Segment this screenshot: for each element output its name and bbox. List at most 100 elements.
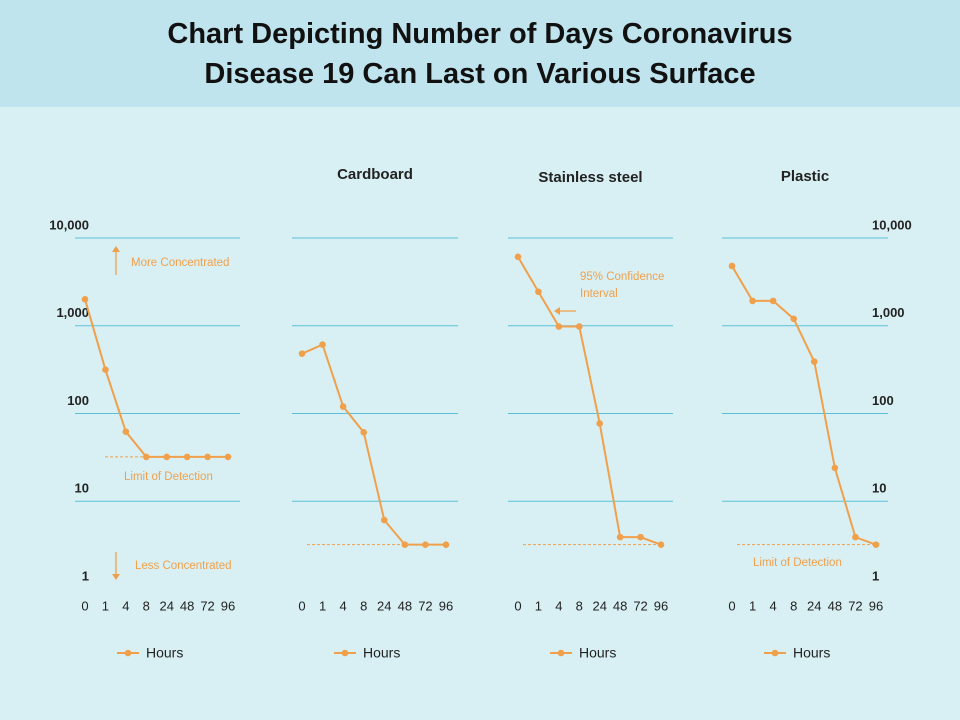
arrow-head bbox=[112, 246, 120, 252]
y-tick-label: 100 bbox=[67, 393, 89, 408]
x-tick-label: 4 bbox=[770, 598, 777, 613]
point bbox=[204, 453, 211, 461]
y-tick-label: 100 bbox=[872, 393, 894, 408]
x-tick-label: 96 bbox=[869, 598, 883, 613]
x-tick-label: 24 bbox=[592, 598, 606, 613]
point bbox=[831, 464, 839, 472]
x-tick-label: 96 bbox=[654, 598, 668, 613]
annotation: Limit of Detection bbox=[124, 471, 213, 483]
x-tick-label: 1 bbox=[749, 598, 756, 613]
legend-label: Hours bbox=[793, 645, 830, 661]
point bbox=[790, 315, 798, 323]
x-tick-label: 0 bbox=[81, 598, 88, 613]
y-tick-label: 1 bbox=[82, 568, 89, 583]
point bbox=[102, 366, 109, 373]
point bbox=[163, 453, 171, 461]
point bbox=[224, 453, 232, 461]
panel-title: Plastic bbox=[781, 168, 829, 185]
legend-label: Hours bbox=[363, 645, 400, 661]
x-tick-label: 96 bbox=[221, 598, 235, 613]
x-tick-label: 4 bbox=[122, 598, 129, 613]
x-tick-label: 0 bbox=[298, 598, 305, 613]
point bbox=[422, 541, 429, 548]
x-tick-label: 4 bbox=[340, 598, 347, 613]
point bbox=[728, 262, 736, 270]
point bbox=[637, 533, 644, 541]
legend-label: Hours bbox=[146, 645, 183, 661]
x-tick-label: 8 bbox=[360, 598, 367, 613]
line bbox=[84, 299, 228, 458]
panel-title: Cardboard bbox=[337, 166, 413, 183]
point bbox=[339, 403, 347, 410]
x-tick-label: 1 bbox=[102, 598, 109, 613]
point bbox=[360, 429, 368, 436]
point bbox=[769, 297, 777, 305]
x-tick-label: 48 bbox=[613, 598, 627, 613]
point bbox=[183, 453, 191, 461]
page-title: Chart Depicting Number of Days Coronavir… bbox=[167, 18, 793, 90]
point bbox=[514, 253, 522, 261]
legend-marker bbox=[557, 649, 565, 657]
arrow-head bbox=[554, 307, 560, 315]
line bbox=[731, 265, 877, 546]
point bbox=[749, 297, 756, 305]
annotation: More Concentrated bbox=[131, 257, 230, 269]
line bbox=[301, 343, 446, 546]
annotation: Limit of Detection bbox=[753, 557, 842, 569]
legend-label: Hours bbox=[579, 645, 616, 661]
point bbox=[616, 533, 624, 541]
annotation: 95% Confidence Interval bbox=[580, 271, 665, 300]
point bbox=[380, 516, 388, 524]
x-tick-label: 96 bbox=[439, 598, 453, 613]
point bbox=[81, 296, 89, 303]
legend-marker bbox=[124, 649, 132, 657]
point bbox=[810, 358, 818, 365]
x-tick-label: 0 bbox=[514, 598, 521, 613]
x-tick-label: 48 bbox=[398, 598, 412, 613]
y-tick-label: 1,000 bbox=[56, 305, 89, 320]
line bbox=[517, 256, 662, 546]
point bbox=[319, 341, 326, 348]
x-tick-label: 1 bbox=[319, 598, 326, 613]
point bbox=[122, 428, 130, 436]
point bbox=[535, 288, 542, 296]
x-tick-label: 24 bbox=[807, 598, 821, 613]
x-tick-label: 48 bbox=[828, 598, 842, 613]
annotation: Less Concentrated bbox=[135, 560, 232, 572]
point bbox=[872, 541, 880, 548]
point bbox=[442, 541, 450, 548]
x-tick-label: 1 bbox=[535, 598, 542, 613]
x-tick-label: 24 bbox=[377, 598, 391, 613]
x-tick-label: 8 bbox=[143, 598, 150, 613]
header bbox=[0, 0, 960, 107]
point bbox=[142, 453, 150, 461]
arrow-head bbox=[112, 574, 120, 580]
point bbox=[657, 541, 665, 548]
y-tick-label: 10 bbox=[75, 481, 89, 496]
point bbox=[852, 533, 859, 541]
x-tick-label: 8 bbox=[790, 598, 797, 613]
y-tick-label: 1 bbox=[872, 568, 879, 583]
point bbox=[401, 541, 409, 548]
x-tick-label: 4 bbox=[555, 598, 562, 613]
x-tick-label: 24 bbox=[159, 598, 173, 613]
legend-marker bbox=[341, 649, 349, 657]
x-tick-label: 0 bbox=[728, 598, 735, 613]
x-tick-label: 72 bbox=[848, 598, 862, 613]
x-tick-label: 72 bbox=[418, 598, 432, 613]
x-tick-label: 72 bbox=[633, 598, 647, 613]
y-tick-label: 10,000 bbox=[872, 217, 912, 232]
point bbox=[298, 350, 306, 358]
x-tick-label: 48 bbox=[180, 598, 194, 613]
point bbox=[575, 323, 583, 330]
point bbox=[555, 323, 563, 330]
x-tick-label: 72 bbox=[200, 598, 214, 613]
y-tick-label: 10,000 bbox=[49, 217, 89, 232]
x-tick-label: 8 bbox=[576, 598, 583, 613]
panel-title: Stainless steel bbox=[538, 169, 642, 186]
point bbox=[596, 420, 604, 427]
y-tick-label: 10 bbox=[872, 481, 886, 496]
legend-marker bbox=[771, 649, 779, 657]
